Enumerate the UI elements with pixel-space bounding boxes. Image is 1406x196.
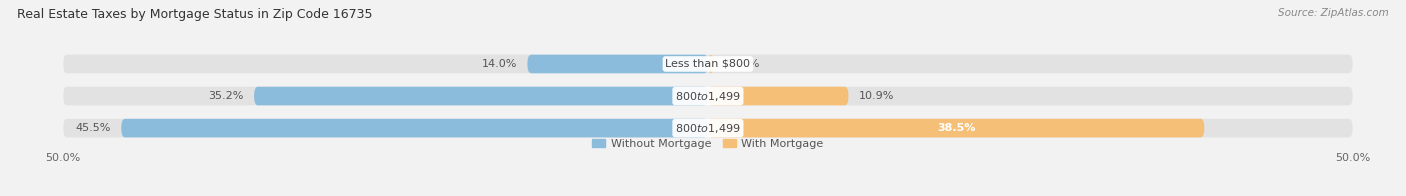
Text: 45.5%: 45.5% xyxy=(76,123,111,133)
FancyBboxPatch shape xyxy=(254,87,707,105)
Text: Less than $800: Less than $800 xyxy=(665,59,751,69)
FancyBboxPatch shape xyxy=(707,87,848,105)
Text: 35.2%: 35.2% xyxy=(208,91,243,101)
Text: $800 to $1,499: $800 to $1,499 xyxy=(675,122,741,135)
FancyBboxPatch shape xyxy=(707,55,714,73)
Text: 0.45%: 0.45% xyxy=(724,59,759,69)
Text: 10.9%: 10.9% xyxy=(859,91,894,101)
FancyBboxPatch shape xyxy=(121,119,707,137)
Text: Source: ZipAtlas.com: Source: ZipAtlas.com xyxy=(1278,8,1389,18)
FancyBboxPatch shape xyxy=(707,119,1205,137)
Text: 38.5%: 38.5% xyxy=(936,123,976,133)
FancyBboxPatch shape xyxy=(63,55,1353,73)
Text: $800 to $1,499: $800 to $1,499 xyxy=(675,90,741,103)
Legend: Without Mortgage, With Mortgage: Without Mortgage, With Mortgage xyxy=(592,139,824,149)
Text: Real Estate Taxes by Mortgage Status in Zip Code 16735: Real Estate Taxes by Mortgage Status in … xyxy=(17,8,373,21)
FancyBboxPatch shape xyxy=(63,119,1353,137)
FancyBboxPatch shape xyxy=(63,87,1353,105)
FancyBboxPatch shape xyxy=(527,55,707,73)
Text: 14.0%: 14.0% xyxy=(482,59,517,69)
